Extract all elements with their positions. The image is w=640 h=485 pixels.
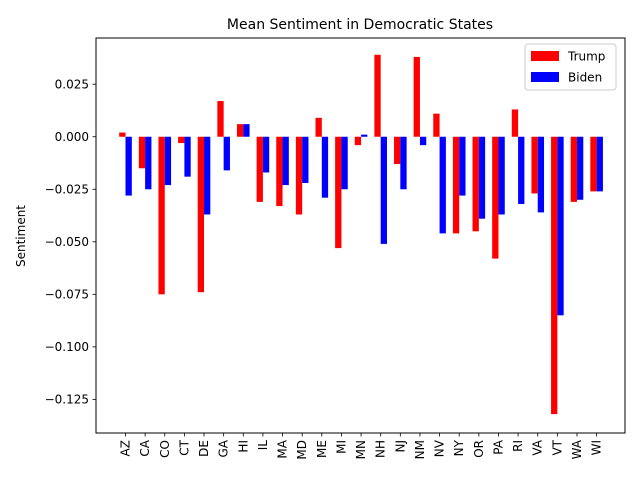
bar-trump-co — [158, 136, 165, 295]
x-tick-label-ca: CA — [138, 439, 152, 456]
bar-trump-or — [472, 136, 479, 232]
bar-trump-me — [315, 117, 322, 137]
bar-biden-nh — [380, 136, 387, 244]
x-tick-label-mi: MI — [334, 440, 348, 454]
bar-biden-de — [204, 136, 211, 215]
bar-biden-wa — [576, 136, 584, 200]
x-tick-label-ga: GA — [217, 439, 231, 457]
bar-trump-mi — [335, 136, 342, 249]
x-tick-label-wi: WI — [590, 440, 604, 455]
bar-biden-va — [537, 136, 545, 213]
bar-biden-nv — [439, 136, 446, 234]
x-tick-label-nh: NH — [374, 440, 388, 458]
bar-biden-me — [321, 136, 329, 198]
x-tick-label-ct: CT — [177, 439, 191, 455]
bar-trump-vt — [551, 136, 558, 415]
y-tick-label: −0.125 — [45, 393, 89, 407]
bar-trump-ri — [511, 109, 519, 137]
bar-trump-ga — [217, 101, 224, 137]
y-tick-label: −0.100 — [45, 340, 89, 354]
x-tick-label-ny: NY — [452, 439, 466, 456]
bar-trump-de — [197, 136, 205, 293]
bar-trump-wa — [570, 136, 577, 202]
plot-frame — [95, 37, 626, 434]
legend-swatch-biden — [531, 72, 559, 82]
x-tick-label-hi: HI — [236, 440, 250, 453]
x-tick-label-nv: NV — [433, 439, 447, 457]
x-tick-label-nm: NM — [413, 440, 427, 459]
bar-trump-nj — [394, 136, 401, 165]
x-tick-label-ri: RI — [511, 440, 525, 452]
bar-trump-ma — [276, 136, 283, 207]
x-tick-label-il: IL — [256, 440, 270, 451]
bar-trump-pa — [492, 136, 499, 259]
x-tick-label-or: OR — [472, 440, 486, 458]
bar-biden-nm — [419, 136, 427, 146]
bar-biden-ri — [518, 136, 525, 204]
y-axis: 0.025 0.000 −0.025 −0.050 −0.075 −0.100 −0.125 — [45, 77, 96, 407]
bar-biden-mi — [341, 136, 348, 190]
x-tick-label-wa: WA — [570, 439, 584, 459]
bar-trump-il — [256, 136, 263, 202]
bar-trump-nm — [413, 56, 420, 137]
x-tick-label-me: ME — [315, 440, 329, 458]
bar-biden-ct — [184, 136, 191, 177]
x-axis: AZ CA CO CT DE GA HI IL MA MD ME MI MN NH NJ NM NV NY OR PA… — [119, 433, 604, 460]
bar-trump-md — [295, 136, 303, 215]
x-tick-label-az: AZ — [119, 440, 133, 456]
legend-label-biden: Biden — [568, 71, 602, 85]
legend-label-trump: Trump — [567, 50, 605, 64]
x-tick-label-mn: MN — [354, 440, 368, 459]
x-tick-label-co: CO — [158, 440, 172, 458]
bar-trump-ct — [178, 136, 185, 144]
y-tick-label: 0.025 — [55, 77, 89, 91]
bar-biden-wi — [596, 136, 603, 192]
y-tick-label: −0.075 — [45, 288, 89, 302]
bar-trump-hi — [236, 124, 244, 137]
x-tick-label-pa: PA — [491, 439, 505, 454]
x-tick-label-vt: VT — [550, 439, 564, 455]
y-tick-label: 0.000 — [55, 130, 89, 144]
bar-biden-hi — [243, 124, 250, 137]
bar-biden-az — [125, 136, 132, 196]
bar-biden-ca — [145, 136, 152, 190]
x-tick-label-de: DE — [197, 440, 211, 457]
bar-biden-ny — [459, 136, 466, 196]
x-tick-label-ma: MA — [276, 439, 290, 458]
bar-biden-or — [478, 136, 486, 219]
y-axis-label: Sentiment — [14, 205, 28, 267]
bars-group — [119, 54, 603, 415]
bar-biden-co — [164, 136, 172, 186]
bar-trump-ny — [452, 136, 460, 234]
bar-biden-nj — [400, 136, 407, 190]
y-tick-label: −0.050 — [45, 235, 89, 249]
chart-title: Mean Sentiment in Democratic States — [227, 17, 493, 33]
bar-trump-va — [531, 136, 538, 194]
bar-trump-mn — [354, 136, 362, 146]
bar-biden-vt — [557, 136, 564, 316]
bar-biden-ma — [282, 136, 289, 186]
bar-biden-pa — [498, 136, 505, 215]
bar-trump-ca — [138, 136, 146, 169]
legend-swatch-trump — [531, 51, 559, 61]
x-tick-label-nj: NJ — [393, 440, 407, 453]
legend: Trump Biden — [524, 43, 617, 91]
bar-trump-az — [119, 132, 126, 137]
bar-biden-il — [262, 136, 270, 173]
bar-trump-nh — [374, 54, 381, 137]
y-tick-label: −0.025 — [45, 182, 89, 196]
bar-biden-md — [302, 136, 309, 183]
x-tick-label-va: VA — [531, 439, 545, 455]
bar-trump-nv — [433, 113, 440, 137]
bar-trump-wi — [590, 136, 597, 192]
bar-biden-ga — [223, 136, 230, 171]
x-tick-label-md: MD — [295, 440, 309, 460]
bar-biden-mn — [361, 134, 368, 137]
